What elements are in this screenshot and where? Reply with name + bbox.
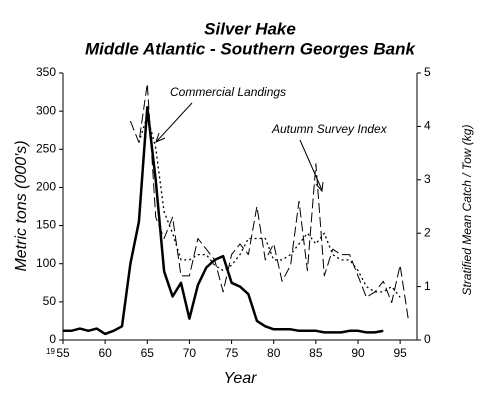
arrow-head bbox=[155, 132, 166, 143]
y-tick-label: 150 bbox=[36, 218, 56, 232]
x-tick-label: 95 bbox=[393, 346, 407, 360]
series-line bbox=[129, 83, 410, 322]
x-axis-label: Year bbox=[224, 370, 258, 387]
annotation-arrows bbox=[155, 102, 324, 193]
y2-axis-label: Stratified Mean Catch / Tow (kg) bbox=[460, 125, 474, 296]
chart-subtitle: Middle Atlantic - Southern Georges Bank bbox=[85, 39, 417, 58]
y-tick-label: 50 bbox=[43, 294, 57, 308]
y-axis-label: Metric tons (000's) bbox=[13, 140, 30, 271]
y-tick-label: 350 bbox=[36, 65, 56, 79]
annotation: Autumn Survey Index bbox=[271, 122, 388, 136]
y2-tick-label: 0 bbox=[424, 332, 431, 346]
x-tick-label: 90 bbox=[351, 346, 365, 360]
y-tick-label: 200 bbox=[36, 180, 56, 194]
x-tick-label: 70 bbox=[183, 346, 197, 360]
annotation: Commercial Landings bbox=[170, 85, 286, 99]
y2-tick-label: 2 bbox=[424, 225, 431, 239]
y-tick-label: 100 bbox=[36, 256, 56, 270]
arrow bbox=[299, 139, 323, 191]
series-line bbox=[63, 106, 384, 336]
series-line bbox=[138, 115, 401, 298]
x-tick-label: 85 bbox=[309, 346, 323, 360]
chart-title: Silver Hake bbox=[204, 19, 296, 38]
x-tick-label: 65 bbox=[141, 346, 155, 360]
y2-tick-label: 1 bbox=[424, 279, 431, 293]
arrow bbox=[156, 102, 193, 142]
y2-tick-label: 5 bbox=[424, 65, 431, 79]
arrow-head bbox=[315, 181, 324, 193]
x-tick-label: 55 bbox=[56, 346, 70, 360]
y2-tick-label: 3 bbox=[424, 172, 431, 186]
x-tick-label: 75 bbox=[225, 346, 239, 360]
x-tick-label: 60 bbox=[98, 346, 112, 360]
x-prefix: 19 bbox=[46, 347, 55, 356]
x-tick-label: 80 bbox=[267, 346, 281, 360]
y2-tick-label: 4 bbox=[424, 119, 431, 133]
y-tick-label: 250 bbox=[36, 141, 56, 155]
y-tick-label: 300 bbox=[36, 103, 56, 117]
y-tick-label: 0 bbox=[49, 332, 56, 346]
